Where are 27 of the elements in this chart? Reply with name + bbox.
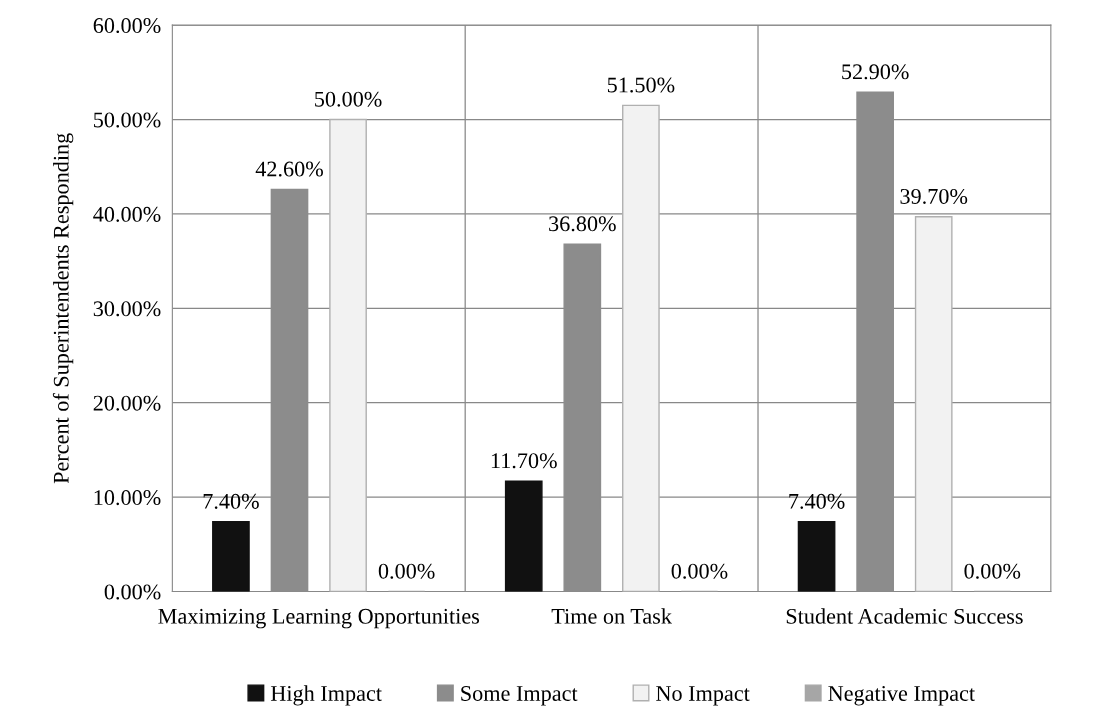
data-label: 50.00% — [315, 91, 382, 107]
y-tick-label: 20.00% — [93, 395, 161, 411]
data-label: 0.00% — [671, 563, 728, 579]
data-label: 39.70% — [900, 188, 968, 204]
y-tick-label: 30.00% — [93, 301, 161, 317]
x-tick-label: Time on Task — [551, 608, 672, 624]
data-label: 0.00% — [964, 563, 1021, 579]
data-label: 51.50% — [607, 77, 675, 93]
data-label: 42.60% — [255, 161, 323, 177]
data-label: 0.00% — [378, 563, 435, 579]
x-tick-label: Maximizing Learning Opportunities — [158, 608, 480, 629]
data-label: 36.80% — [549, 216, 616, 232]
data-label: 7.40% — [789, 493, 845, 509]
y-tick-label: 40.00% — [93, 206, 161, 222]
data-label: 11.70% — [491, 453, 557, 469]
x-tick-label: Student Academic Success — [786, 608, 1023, 624]
legend-label: High Impact — [270, 685, 382, 706]
y-tick-label: 10.00% — [94, 490, 161, 506]
legend-label: No Impact — [656, 686, 750, 706]
legend-label: Some Impact — [461, 686, 578, 706]
data-label: 52.90% — [842, 64, 909, 80]
y-tick-label: 0.00% — [104, 584, 161, 600]
legend-label: Negative Impact — [828, 686, 975, 706]
data-label: 7.40% — [203, 493, 259, 509]
y-tick-label: 60.00% — [93, 18, 161, 34]
y-axis-title: Percent of Superintendents Responding — [52, 133, 74, 484]
y-tick-label: 50.00% — [94, 112, 161, 128]
